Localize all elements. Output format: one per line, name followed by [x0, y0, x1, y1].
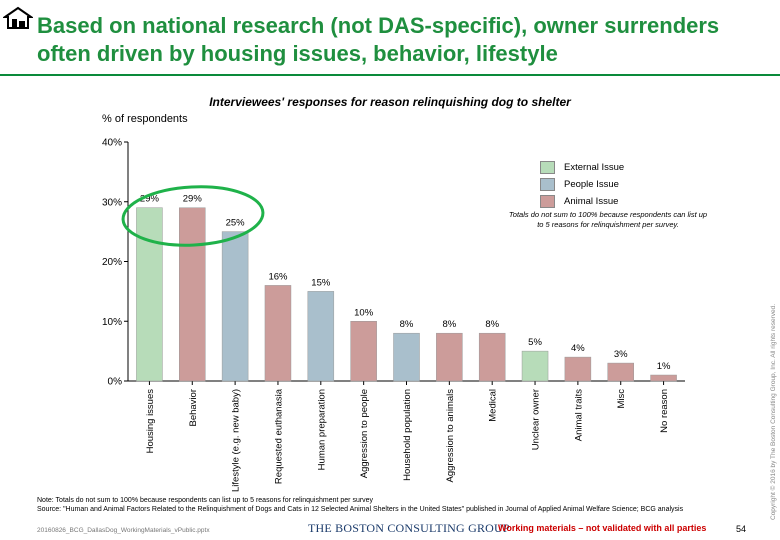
data-label: 1%	[657, 361, 671, 372]
bar-9	[521, 350, 549, 382]
highlight-circle	[121, 185, 265, 247]
bar-0	[136, 207, 163, 382]
bar-3	[264, 285, 292, 382]
bar-2	[221, 231, 249, 382]
data-label: 10%	[354, 307, 374, 318]
legend-label: People Issue	[564, 179, 619, 190]
labels: 29% Housing issues 29% Behavior 25% Lifestyle…	[140, 194, 671, 492]
bar-7	[436, 332, 463, 382]
bar-10	[564, 356, 592, 382]
shelter-icon	[3, 6, 33, 29]
bar-6	[393, 332, 420, 382]
bar-8	[478, 332, 506, 382]
legend-swatch	[540, 178, 555, 191]
chart-legend: External Issue People Issue Animal Issue	[540, 159, 624, 210]
legend-swatch	[540, 195, 555, 208]
legend-item: Animal Issue	[540, 193, 624, 210]
legend-label: Animal Issue	[564, 196, 619, 207]
x-tick-label: Medical	[488, 389, 499, 422]
chart-title: Interviewees' responses for reason relin…	[209, 95, 571, 109]
title-divider	[0, 74, 780, 76]
y-tick-label: 20%	[102, 257, 122, 268]
x-tick-label: Requested euthanasia	[273, 388, 284, 484]
x-tick-label: Lifestyle (e.g. new baby)	[231, 389, 242, 492]
data-label: 8%	[485, 319, 499, 330]
x-tick-label: Housing issues	[145, 389, 156, 454]
x-tick-label: Aggression to people	[359, 389, 370, 478]
data-label: 8%	[442, 319, 456, 330]
copyright-notice: Copyright © 2016 by The Boston Consultin…	[770, 303, 777, 520]
bar-4	[307, 291, 335, 382]
legend-note: Totals do not sum to 100% because respon…	[508, 210, 708, 229]
x-tick-label: Unclear owner	[531, 389, 542, 450]
bar-5	[350, 321, 377, 382]
bars	[136, 207, 677, 382]
data-label: 16%	[268, 271, 288, 282]
y-axis-label: % of respondents	[102, 113, 188, 125]
y-tick-label: 30%	[102, 197, 122, 208]
x-tick-label: Aggression to animals	[445, 389, 456, 483]
legend-item: People Issue	[540, 176, 624, 193]
data-label: 15%	[311, 277, 331, 288]
bar-11	[607, 362, 634, 382]
bar-chart: 0% 10% 20% 30% 40% 29% Housing issues 29% Behav…	[102, 138, 685, 492]
x-tick-label: No reason	[659, 389, 670, 433]
legend-swatch	[540, 161, 555, 174]
data-label: 8%	[400, 319, 414, 330]
working-materials-notice: Working materials – not validated with a…	[498, 523, 707, 533]
x-tick-label: Behavior	[188, 389, 199, 427]
data-label: 25%	[226, 218, 246, 229]
data-label: 3%	[614, 349, 628, 360]
x-tick-label: Human preparation	[316, 389, 327, 470]
y-tick-label: 0%	[108, 377, 123, 388]
x-tick-label: Animal traits	[573, 389, 584, 442]
legend-label: External Issue	[564, 162, 625, 173]
data-label: 4%	[571, 343, 585, 354]
x-tick-label: Household population	[402, 389, 413, 481]
footnote: Note: Totals do not sum to 100% because …	[37, 497, 374, 504]
y-tick-label: 10%	[102, 317, 122, 328]
bar-12	[650, 374, 677, 382]
y-tick-label: 40%	[102, 138, 122, 149]
firm-logo: THE BOSTON CONSULTING GROUP	[308, 521, 510, 535]
legend-item: External Issue	[540, 159, 624, 176]
page-title: Based on national research (not DAS-spec…	[37, 13, 720, 66]
data-label: 29%	[183, 194, 203, 205]
data-label: 29%	[140, 194, 160, 205]
x-tick-label: Misc	[616, 389, 627, 409]
source-citation: Source: "Human and Animal Factors Relate…	[37, 506, 684, 513]
file-name: 20160826_BCG_DallasDog_WorkingMaterials_…	[37, 527, 210, 534]
page-number: 54	[736, 524, 747, 534]
data-label: 5%	[528, 337, 542, 348]
bar-1	[179, 207, 206, 382]
